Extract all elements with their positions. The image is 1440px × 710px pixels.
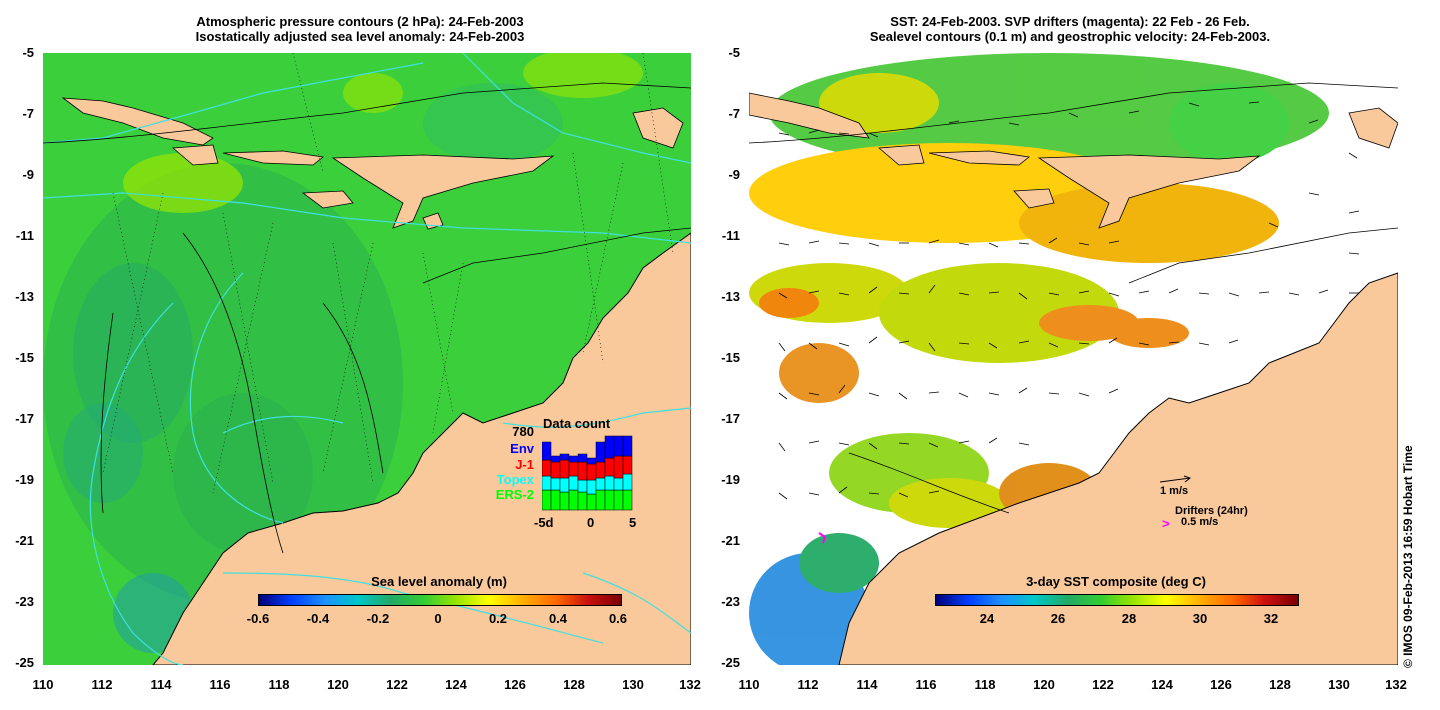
right-lat-tick: -13 [721,289,740,304]
left-lat-tick: -15 [15,350,34,365]
right-lon-tick: 116 [915,677,937,692]
sst-graphic [749,53,1398,665]
left-lat-tick: -5 [22,45,34,60]
right-lat-tick: -5 [728,45,740,60]
right-colorbar-title: 3-day SST composite (deg C) [1026,574,1206,589]
velocity-arrows [778,101,1360,500]
right-cbar-tick: 24 [979,611,995,626]
right-map-title: SST: 24-Feb-2003. SVP drifters (magenta)… [730,14,1410,44]
left-lat-tick: -13 [15,289,34,304]
data-count-histogram [542,435,633,511]
right-lat-tick: -23 [721,594,740,609]
right-lat-tick: -19 [721,472,740,487]
right-lon-tick: 118 [974,677,996,692]
left-lat-tick: -25 [15,655,34,670]
right-cbar-tick: 28 [1121,611,1137,626]
hist-tick: 0 [587,515,595,530]
right-lon-tick: 128 [1269,677,1291,692]
right-lat-tick: -21 [721,533,740,548]
right-cbar-tick: 30 [1192,611,1208,626]
data-count-total: 780 [512,424,534,439]
right-title-line2: Sealevel contours (0.1 m) and geostrophi… [869,29,1271,44]
left-lon-tick: 110 [32,677,54,692]
left-cbar-tick: 0 [434,611,442,626]
left-lat-tick: -7 [22,106,34,121]
sst-map [749,53,1398,665]
sea-level-anomaly-map [43,53,691,665]
legend-jason1: J-1 [515,457,534,472]
left-cbar-tick: 0.2 [488,611,508,626]
data-count-title: Data count [543,416,611,431]
hist-tick: -5d [534,515,554,530]
sst-colorbar [935,594,1299,606]
left-lat-tick: -23 [15,594,34,609]
left-colorbar-title: Sea level anomaly (m) [371,574,507,589]
right-lon-tick: 120 [1033,677,1055,692]
left-lat-tick: -9 [22,167,34,182]
right-lon-tick: 126 [1210,677,1232,692]
velocity-scale-label: 1 m/s [1160,485,1189,497]
sea-level-anomaly-graphic [43,53,691,665]
left-cbar-tick: -0.6 [246,611,270,626]
left-lat-tick: -11 [15,228,34,243]
right-lon-tick: 124 [1151,677,1173,692]
left-lat-tick: -21 [15,533,34,548]
imos-credit: © IMOS 09-Feb-2013 16:59 Hobart Time [1401,445,1415,668]
left-lon-tick: 118 [268,677,290,692]
histogram-bars [542,435,633,511]
left-lat-tick: -17 [15,411,34,426]
mission-legend: 780 Env J-1 Topex ERS-2 [478,422,534,507]
drifter-speed-label: 0.5 m/s [1181,516,1219,528]
left-map-title: Atmospheric pressure contours (2 hPa): 2… [60,14,660,44]
left-lon-tick: 128 [563,677,585,692]
right-lat-tick: -9 [728,167,740,182]
left-cbar-tick: -0.4 [306,611,330,626]
drifters-label: Drifters (24hr) [1175,505,1248,517]
left-lat-tick: -19 [15,472,34,487]
right-lon-tick: 122 [1092,677,1114,692]
left-title-line2: Isostatically adjusted sea level anomaly… [195,29,525,44]
right-lon-tick: 110 [738,677,760,692]
right-lat-tick: -7 [728,106,740,121]
left-lon-tick: 122 [386,677,408,692]
left-lon-tick: 130 [622,677,644,692]
right-lat-tick: -17 [721,411,740,426]
legend-topex: Topex [496,472,534,487]
left-lon-tick: 112 [91,677,113,692]
left-lon-tick: 132 [679,677,701,692]
left-cbar-tick: -0.2 [366,611,390,626]
left-lon-tick: 116 [209,677,231,692]
left-cbar-tick: 0.6 [608,611,628,626]
legend-ers2: ERS-2 [495,487,534,502]
left-lon-tick: 126 [504,677,526,692]
left-lon-tick: 120 [327,677,349,692]
right-lon-tick: 114 [856,677,878,692]
left-lon-tick: 114 [150,677,172,692]
right-lat-tick: -25 [721,655,740,670]
drifter-marker-icon: > [1162,516,1170,531]
right-cbar-tick: 32 [1263,611,1279,626]
right-lat-tick: -15 [721,350,740,365]
right-lon-tick: 130 [1328,677,1350,692]
drifter-track [818,532,827,544]
hist-tick: 5 [629,515,637,530]
velocity-scale-arrow [1159,475,1192,483]
right-lon-tick: 112 [797,677,819,692]
right-cbar-tick: 26 [1050,611,1066,626]
right-lat-tick: -11 [721,228,740,243]
legend-envisat: Env [510,441,534,456]
right-title-line1: SST: 24-Feb-2003. SVP drifters (magenta)… [890,14,1250,29]
right-lon-tick: 132 [1385,677,1407,692]
left-lon-tick: 124 [445,677,467,692]
left-title-line1: Atmospheric pressure contours (2 hPa): 2… [196,14,524,29]
sea-level-colorbar [258,594,622,606]
left-cbar-tick: 0.4 [548,611,568,626]
